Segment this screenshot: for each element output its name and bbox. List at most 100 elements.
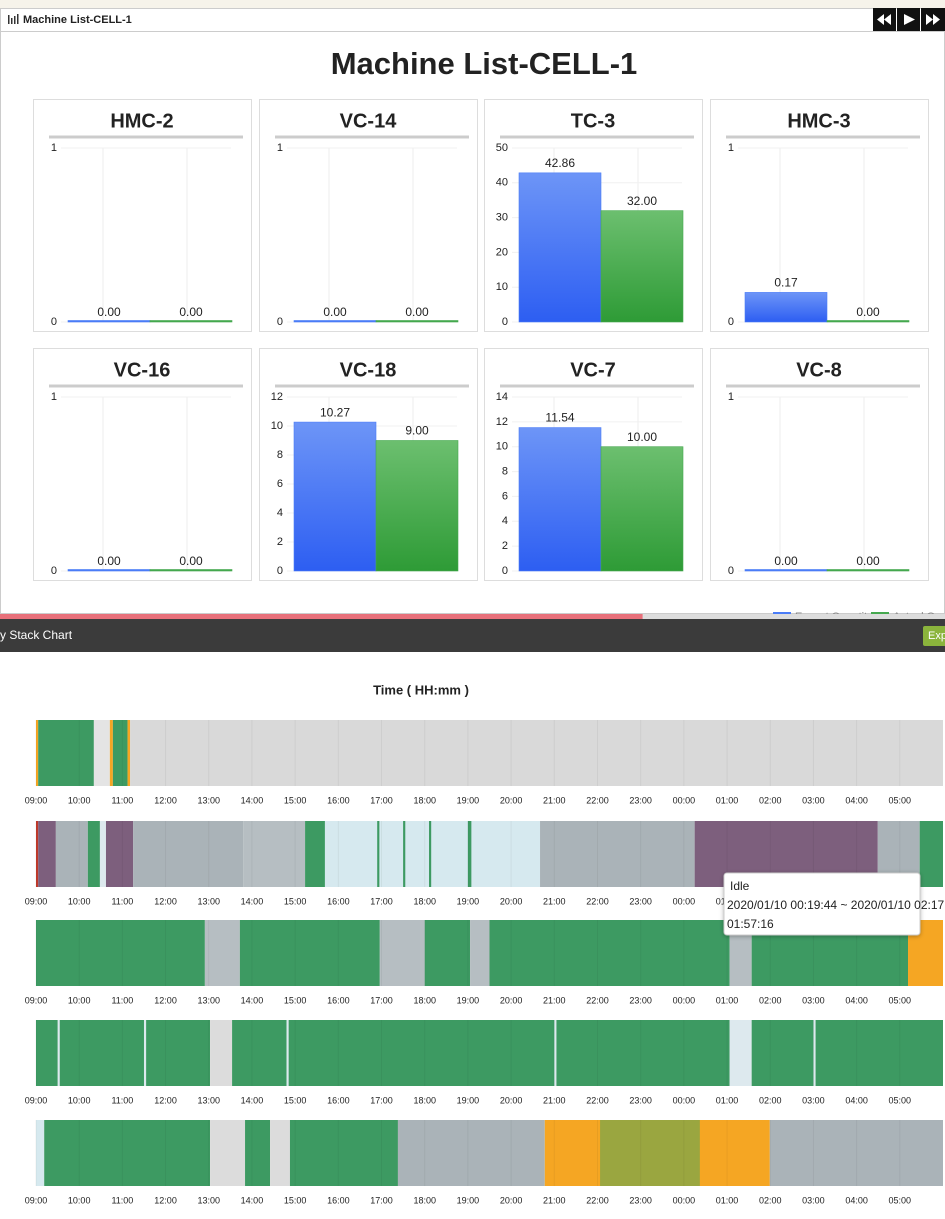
bar-chart: HMC-3 0 1 0.17 0.00 xyxy=(710,99,929,332)
header-icon xyxy=(8,14,19,24)
value-label: 10.00 xyxy=(627,430,657,444)
x-tick-label: 12:00 xyxy=(154,1195,177,1205)
x-tick-label: 03:00 xyxy=(802,1095,825,1105)
value-label: 10.27 xyxy=(320,405,350,419)
status-segment xyxy=(93,720,110,786)
value-label: 0.00 xyxy=(179,305,203,319)
x-tick-label: 19:00 xyxy=(457,1095,480,1105)
y-tick-label: 0 xyxy=(728,316,734,328)
x-tick-label: 00:00 xyxy=(673,795,696,805)
status-segment xyxy=(379,920,425,986)
x-tick-label: 05:00 xyxy=(889,1195,912,1205)
x-tick-label: 13:00 xyxy=(197,896,220,906)
y-tick-label: 8 xyxy=(277,449,283,461)
x-tick-label: 13:00 xyxy=(197,1095,220,1105)
bar xyxy=(826,320,910,323)
x-tick-label: 10:00 xyxy=(68,795,91,805)
export-button[interactable] xyxy=(923,626,945,646)
status-segment xyxy=(38,720,94,786)
x-tick-label: 23:00 xyxy=(629,1095,652,1105)
x-tick-label: 15:00 xyxy=(284,795,307,805)
status-segment xyxy=(729,920,752,986)
x-tick-label: 11:00 xyxy=(111,1195,133,1205)
bar-chart: VC-14 0 1 0.00 0.00 xyxy=(259,99,478,332)
x-tick-label: 02:00 xyxy=(759,995,782,1005)
status-segment xyxy=(467,821,472,887)
value-label: 0.00 xyxy=(97,554,121,568)
status-segment xyxy=(769,1120,943,1186)
timeline-row: 09:00 10:00 11:00 12:00 13:00 14:00 15:00 16:00… xyxy=(25,920,943,1005)
x-tick-label: 19:00 xyxy=(457,896,480,906)
chart-card xyxy=(710,348,929,581)
x-tick-label: 21:00 xyxy=(543,1195,566,1205)
nav-buttons[interactable] xyxy=(873,8,945,31)
x-tick-label: 10:00 xyxy=(68,1095,91,1105)
export-label[interactable]: Exp xyxy=(928,630,945,642)
x-tick-label: 05:00 xyxy=(889,1095,912,1105)
bar xyxy=(744,569,828,572)
x-tick-label: 16:00 xyxy=(327,1195,350,1205)
chart-title: VC-8 xyxy=(796,359,842,381)
status-segment xyxy=(286,1020,289,1086)
chart-title: VC-14 xyxy=(340,110,398,132)
x-tick-label: 22:00 xyxy=(586,1195,609,1205)
y-tick-label: 12 xyxy=(271,391,283,403)
status-segment xyxy=(600,1120,700,1186)
status-segment xyxy=(470,920,490,986)
y-tick-label: 0 xyxy=(502,316,508,328)
x-tick-label: 14:00 xyxy=(241,896,264,906)
tooltip-status: Idle xyxy=(730,879,750,893)
x-tick-label: 14:00 xyxy=(241,795,264,805)
chart-title: HMC-2 xyxy=(110,110,173,132)
y-tick-label: 0 xyxy=(728,565,734,577)
bar xyxy=(67,569,151,572)
x-tick-label: 15:00 xyxy=(284,995,307,1005)
x-tick-label: 21:00 xyxy=(543,896,566,906)
timeline-row: 09:00 10:00 11:00 12:00 13:00 14:00 15:00 16:00… xyxy=(25,1020,943,1105)
x-tick-label: 23:00 xyxy=(629,995,652,1005)
panel-header xyxy=(0,8,945,32)
status-segment xyxy=(55,821,88,887)
x-tick-label: 18:00 xyxy=(413,795,436,805)
x-tick-label: 13:00 xyxy=(197,795,220,805)
status-segment xyxy=(36,821,39,887)
status-segment xyxy=(554,1020,557,1086)
x-tick-label: 17:00 xyxy=(370,1195,393,1205)
x-tick-label: 21:00 xyxy=(543,995,566,1005)
x-tick-label: 01:00 xyxy=(716,1095,739,1105)
x-tick-label: 21:00 xyxy=(543,1095,566,1105)
status-segment xyxy=(540,821,695,887)
y-tick-label: 12 xyxy=(496,416,508,428)
status-segment xyxy=(919,821,943,887)
y-tick-label: 0 xyxy=(277,565,283,577)
timeline: Time ( HH:mm ) 09:00 10:00 11:00 12:00 13:00 1… xyxy=(25,682,943,1205)
status-segment xyxy=(127,720,131,786)
bar xyxy=(600,446,684,572)
x-tick-label: 18:00 xyxy=(413,1195,436,1205)
x-tick-label: 04:00 xyxy=(845,1095,868,1105)
x-tick-label: 03:00 xyxy=(802,1195,825,1205)
y-tick-label: 0 xyxy=(51,316,57,328)
y-tick-label: 0 xyxy=(51,565,57,577)
y-tick-label: 1 xyxy=(728,142,734,154)
x-tick-label: 22:00 xyxy=(586,795,609,805)
x-tick-label: 10:00 xyxy=(68,995,91,1005)
status-segment xyxy=(99,821,106,887)
value-label: 0.00 xyxy=(179,554,203,568)
x-tick-label: 16:00 xyxy=(327,1095,350,1105)
x-tick-label: 12:00 xyxy=(154,995,177,1005)
y-tick-label: 8 xyxy=(502,465,508,477)
status-segment xyxy=(109,720,113,786)
chart-card xyxy=(259,99,478,332)
x-tick-label: 13:00 xyxy=(197,1195,220,1205)
value-label: 0.00 xyxy=(774,554,798,568)
y-tick-label: 10 xyxy=(496,441,508,453)
value-label: 0.00 xyxy=(856,554,880,568)
x-tick-label: 04:00 xyxy=(845,795,868,805)
status-segment xyxy=(36,720,39,786)
progress-bar xyxy=(0,614,643,619)
x-tick-label: 12:00 xyxy=(154,795,177,805)
y-tick-label: 14 xyxy=(496,391,508,403)
x-tick-label: 20:00 xyxy=(500,1095,523,1105)
